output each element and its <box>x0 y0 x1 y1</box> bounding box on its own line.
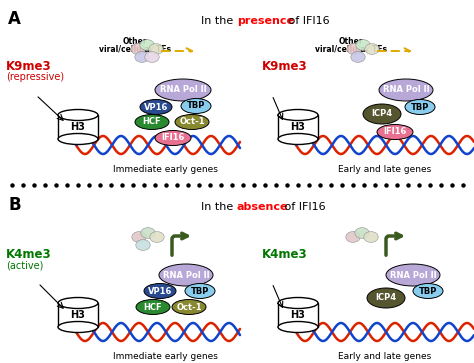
Text: HCF: HCF <box>143 118 161 126</box>
Ellipse shape <box>278 322 318 333</box>
Ellipse shape <box>175 114 209 130</box>
Ellipse shape <box>278 110 318 121</box>
Text: In the: In the <box>201 202 237 212</box>
Text: RNA Pol II: RNA Pol II <box>163 270 210 280</box>
Ellipse shape <box>136 299 170 314</box>
Text: (repressive): (repressive) <box>6 72 64 82</box>
Text: Early and late genes: Early and late genes <box>338 352 432 361</box>
Text: viral/cellular TFs: viral/cellular TFs <box>315 45 387 54</box>
Text: K4me3: K4me3 <box>262 248 308 261</box>
Bar <box>58 303 98 327</box>
Text: of IFI16: of IFI16 <box>285 16 329 26</box>
Ellipse shape <box>141 228 155 238</box>
Text: VP16: VP16 <box>144 102 168 111</box>
Ellipse shape <box>363 104 401 124</box>
Ellipse shape <box>58 298 98 309</box>
Ellipse shape <box>379 79 433 101</box>
Text: (active): (active) <box>6 260 44 270</box>
Ellipse shape <box>181 98 211 114</box>
Ellipse shape <box>155 79 211 101</box>
Ellipse shape <box>356 40 370 50</box>
Ellipse shape <box>346 232 360 242</box>
Ellipse shape <box>355 228 369 238</box>
Text: Other: Other <box>123 37 147 46</box>
Text: ICP4: ICP4 <box>375 294 397 302</box>
Ellipse shape <box>278 298 318 309</box>
Ellipse shape <box>145 52 159 62</box>
Text: absence: absence <box>237 202 289 212</box>
Text: Oct-1: Oct-1 <box>176 302 202 311</box>
Ellipse shape <box>377 125 413 139</box>
Ellipse shape <box>140 40 154 50</box>
Text: H3: H3 <box>71 122 85 132</box>
Ellipse shape <box>149 44 163 54</box>
Ellipse shape <box>351 52 365 62</box>
Text: RNA Pol II: RNA Pol II <box>160 86 206 94</box>
Text: TBP: TBP <box>419 286 437 295</box>
Ellipse shape <box>405 99 435 114</box>
Ellipse shape <box>155 131 191 146</box>
Text: ICP4: ICP4 <box>372 110 392 118</box>
Text: Other: Other <box>339 37 363 46</box>
Ellipse shape <box>144 284 176 298</box>
Text: H3: H3 <box>291 310 305 320</box>
Ellipse shape <box>364 232 378 242</box>
Text: H3: H3 <box>291 122 305 132</box>
Text: B: B <box>8 196 21 214</box>
Bar <box>58 115 98 139</box>
Ellipse shape <box>132 232 146 242</box>
Text: RNA Pol II: RNA Pol II <box>383 86 429 94</box>
Text: K4me3: K4me3 <box>6 248 52 261</box>
Text: H3: H3 <box>71 310 85 320</box>
Text: TBP: TBP <box>191 286 209 295</box>
Text: Early and late genes: Early and late genes <box>338 165 432 174</box>
Ellipse shape <box>365 44 379 54</box>
Text: A: A <box>8 10 21 28</box>
Text: K9me3: K9me3 <box>262 60 308 73</box>
Text: RNA Pol II: RNA Pol II <box>390 270 436 280</box>
Ellipse shape <box>58 322 98 333</box>
Bar <box>278 303 318 327</box>
Text: VP16: VP16 <box>148 286 172 295</box>
Text: K9me3: K9me3 <box>6 60 52 73</box>
Ellipse shape <box>58 110 98 121</box>
Text: TBP: TBP <box>187 102 205 110</box>
Ellipse shape <box>135 114 169 130</box>
Ellipse shape <box>347 44 361 54</box>
Ellipse shape <box>386 264 440 286</box>
Text: Immediate early genes: Immediate early genes <box>112 352 218 361</box>
Ellipse shape <box>159 264 213 286</box>
Text: TBP: TBP <box>411 102 429 111</box>
Text: Immediate early genes: Immediate early genes <box>112 165 218 174</box>
Ellipse shape <box>135 52 149 62</box>
Ellipse shape <box>185 284 215 298</box>
Ellipse shape <box>172 299 206 314</box>
Ellipse shape <box>136 240 150 250</box>
Bar <box>278 115 318 139</box>
Ellipse shape <box>413 284 443 298</box>
Text: presence: presence <box>237 16 294 26</box>
Ellipse shape <box>278 134 318 144</box>
Text: viral/cellular TFs: viral/cellular TFs <box>99 45 171 54</box>
Text: In the: In the <box>201 16 237 26</box>
Ellipse shape <box>367 288 405 308</box>
Ellipse shape <box>150 232 164 242</box>
Text: of IFI16: of IFI16 <box>281 202 326 212</box>
Text: HCF: HCF <box>144 302 162 311</box>
Text: Oct-1: Oct-1 <box>179 118 205 126</box>
Ellipse shape <box>58 134 98 144</box>
Text: IFI16: IFI16 <box>383 127 407 136</box>
Text: IFI16: IFI16 <box>161 134 185 143</box>
Ellipse shape <box>131 44 145 54</box>
Ellipse shape <box>140 99 172 114</box>
